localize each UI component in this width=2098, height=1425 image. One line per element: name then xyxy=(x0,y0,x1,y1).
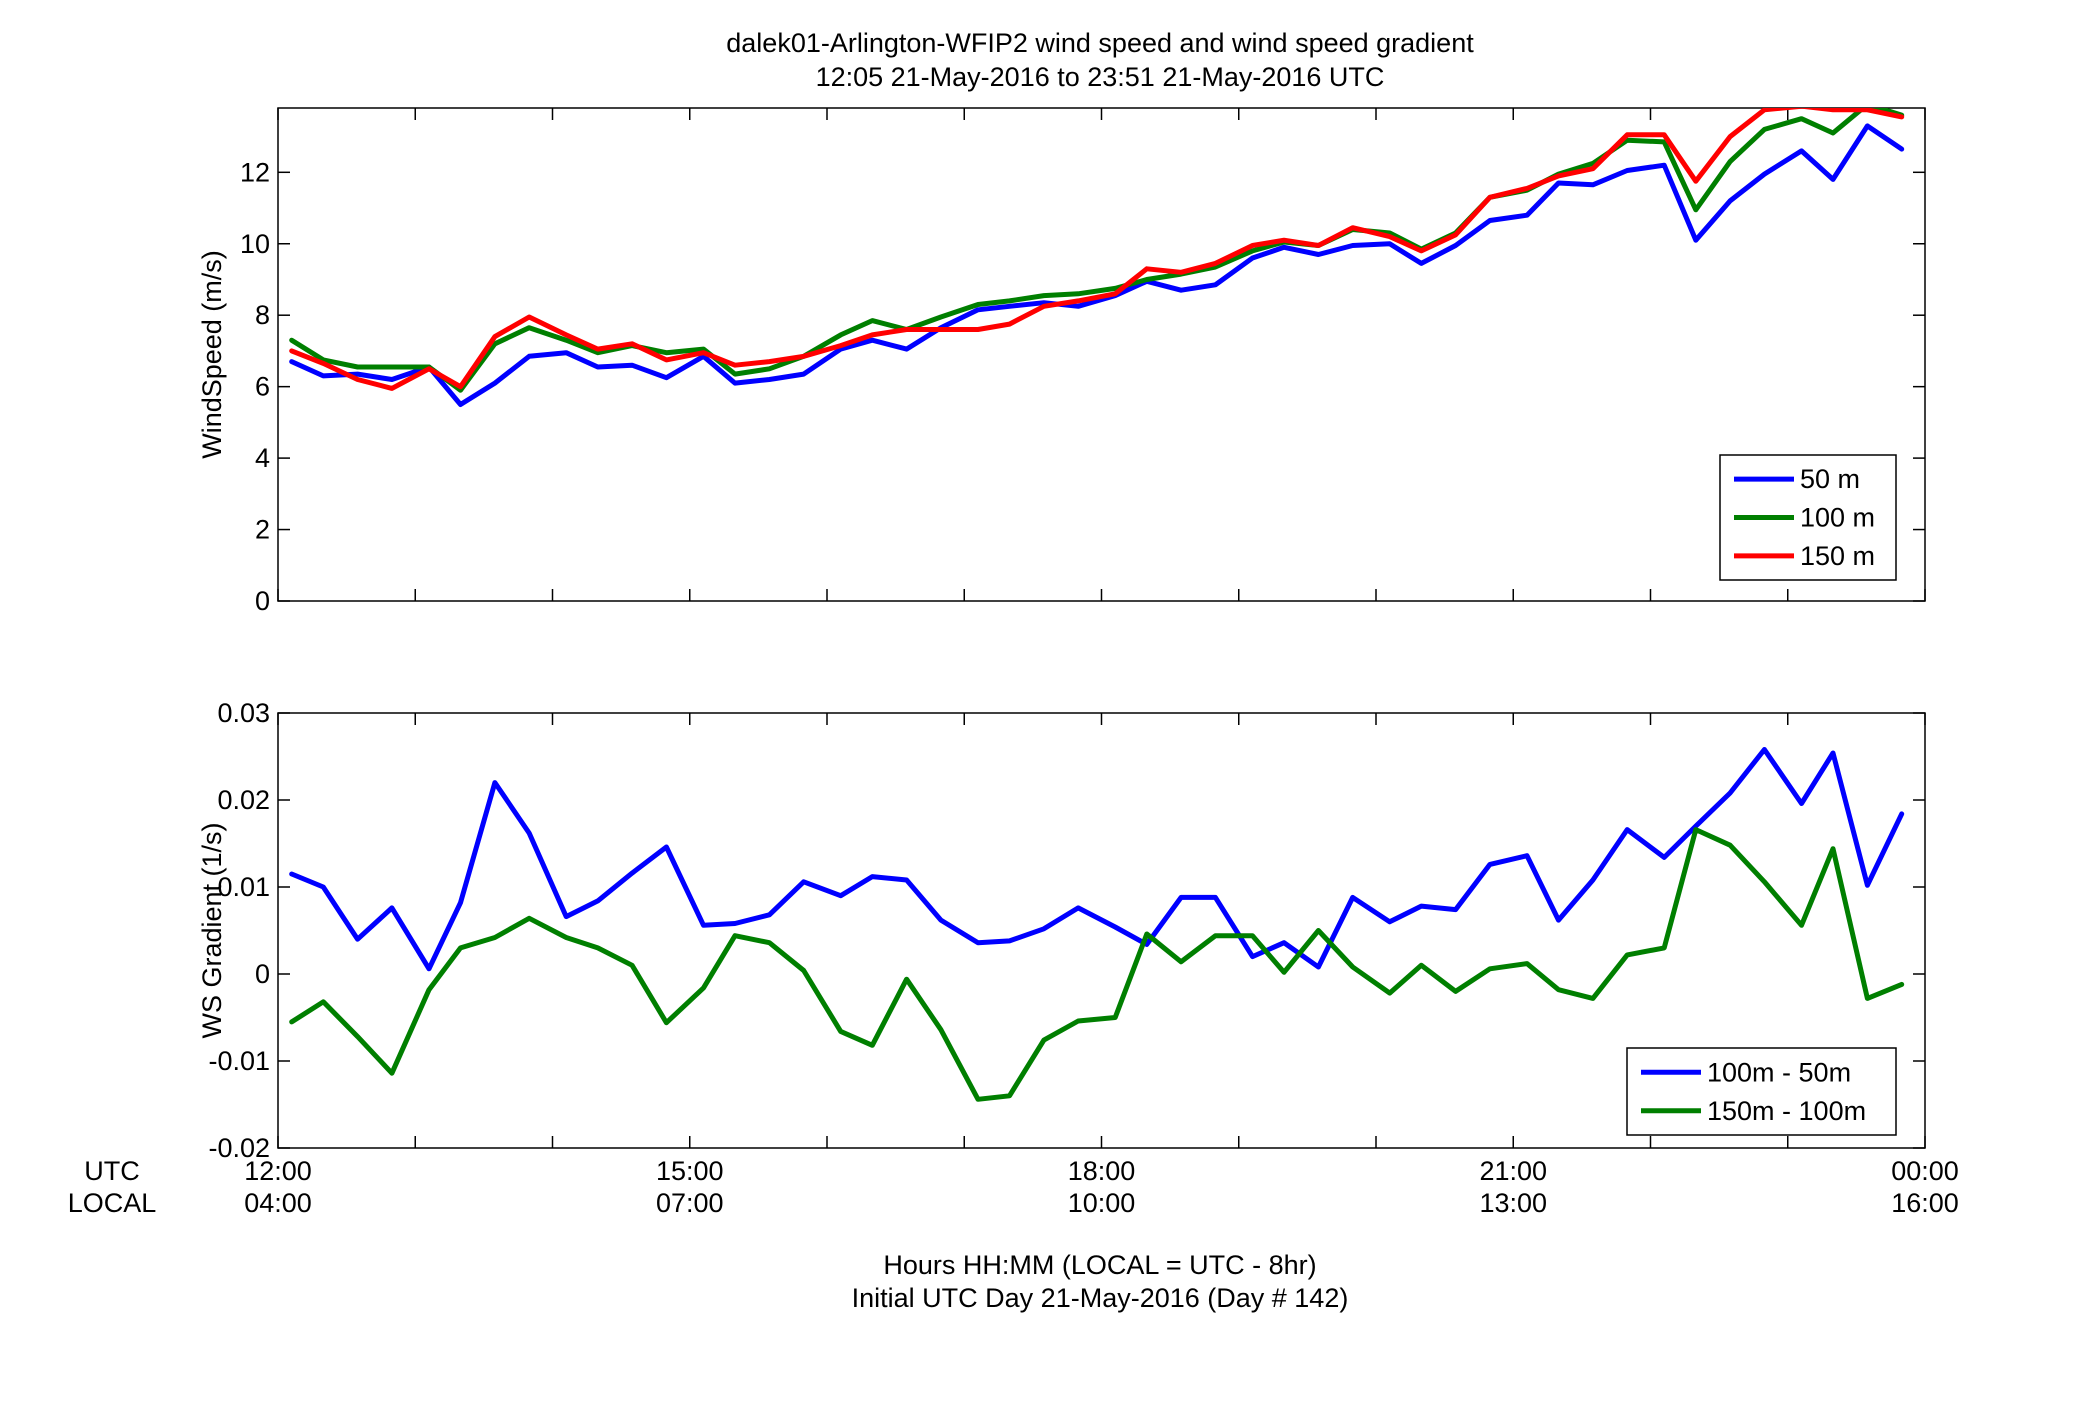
chart-title-line2: 12:05 21-May-2016 to 23:51 21-May-2016 U… xyxy=(816,62,1385,92)
y-tick-label: -0.01 xyxy=(208,1046,270,1076)
y-tick-label: 12 xyxy=(240,157,270,187)
y-tick-label: 10 xyxy=(240,229,270,259)
x-tick-label-utc: 12:00 xyxy=(244,1156,312,1186)
legend: 50 m 100 m 150 m xyxy=(1719,454,1897,581)
y-axis-label: WindSpeed (m/s) xyxy=(197,250,227,459)
x-tick-label-local: 16:00 xyxy=(1891,1188,1959,1218)
y-tick-label: 0.03 xyxy=(217,698,270,728)
series-line xyxy=(289,827,1905,1102)
legend-label: 50 m xyxy=(1800,464,1860,494)
y-tick-label: 0.01 xyxy=(217,872,270,902)
y-tick-label: 2 xyxy=(255,515,270,545)
gradient-plot: -0.02 -0.01 0 0.01 0.02 0.03 WS Gradient (1/s)… xyxy=(197,698,1926,1163)
plot-frame xyxy=(277,107,1926,602)
windspeed-plot: 0 2 4 6 8 10 12 WindSpeed (m/s) 50 m 100 m 150 m xyxy=(197,107,1926,616)
x-tick-label-utc: 21:00 xyxy=(1479,1156,1547,1186)
x-tick-label-local: 10:00 xyxy=(1068,1188,1136,1218)
y-tick-label: 0 xyxy=(255,586,270,616)
x-axis-label-line1: Hours HH:MM (LOCAL = UTC - 8hr) xyxy=(883,1250,1316,1280)
legend-label: 150 m xyxy=(1800,541,1875,571)
utc-row-label: UTC xyxy=(84,1156,140,1186)
y-tick-label: 4 xyxy=(255,443,270,473)
x-axis-label-line2: Initial UTC Day 21-May-2016 (Day # 142) xyxy=(852,1283,1349,1313)
x-tick-label-local: 07:00 xyxy=(656,1188,724,1218)
y-axis-label: WS Gradient (1/s) xyxy=(197,822,227,1038)
local-row-label: LOCAL xyxy=(68,1188,157,1218)
series-line xyxy=(289,123,1905,407)
y-tick-label: 0 xyxy=(255,959,270,989)
x-tick-label-local: 04:00 xyxy=(244,1188,312,1218)
x-tick-label-local: 13:00 xyxy=(1479,1188,1547,1218)
series-line xyxy=(289,108,1905,391)
series-line xyxy=(289,108,1905,393)
y-tick-label: 8 xyxy=(255,300,270,330)
y-tick-label: 0.02 xyxy=(217,785,270,815)
y-tick-label: 6 xyxy=(255,372,270,402)
chart-title-line1: dalek01-Arlington-WFIP2 wind speed and w… xyxy=(726,28,1474,58)
legend-label: 100 m xyxy=(1800,503,1875,533)
legend: 100m - 50m 150m - 100m xyxy=(1626,1047,1897,1136)
legend-label: 150m - 100m xyxy=(1707,1096,1866,1126)
x-tick-label-utc: 00:00 xyxy=(1891,1156,1959,1186)
series-line xyxy=(289,747,1905,972)
legend-label: 100m - 50m xyxy=(1707,1057,1851,1087)
y-tick-label: -0.02 xyxy=(208,1133,270,1163)
x-tick-label-utc: 18:00 xyxy=(1068,1156,1136,1186)
x-tick-label-utc: 15:00 xyxy=(656,1156,724,1186)
